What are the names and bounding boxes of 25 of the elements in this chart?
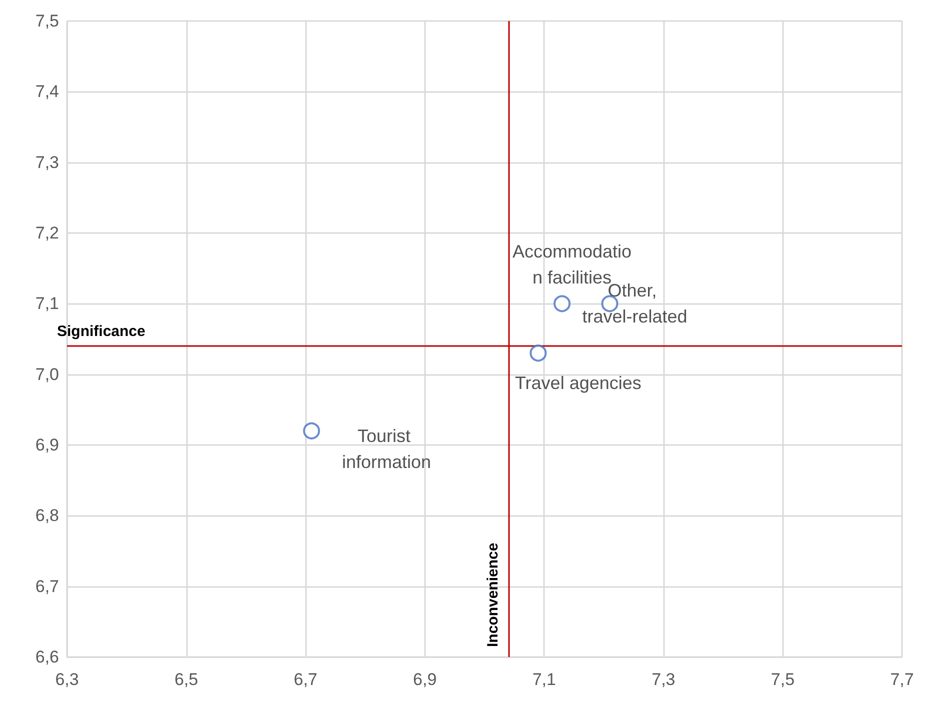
x-tick-label: 7,1 <box>532 670 556 689</box>
y-tick-label: 7,3 <box>35 152 59 172</box>
y-tick-label: 6,9 <box>35 436 59 454</box>
x-tick-label: 6,5 <box>174 670 198 689</box>
y-tick-label: 7,1 <box>35 294 59 314</box>
y-tick-label: 6,8 <box>35 506 59 526</box>
y-tick-label: 7,2 <box>35 224 59 242</box>
x-tick-label: 7,5 <box>770 670 795 689</box>
x-tick-label: 6,9 <box>413 670 437 689</box>
y-tick-label: 7,0 <box>35 364 59 384</box>
point <box>530 344 547 362</box>
ref-line-label: Significance <box>57 323 146 340</box>
y-tick-label: 7,4 <box>35 82 59 102</box>
annotation: Tourist information <box>342 426 432 472</box>
point <box>303 422 320 440</box>
ref-line-label: Inconvenience <box>484 542 502 647</box>
y-tick-label: 7,5 <box>35 12 59 30</box>
y-tick-label: 6,6 <box>35 648 59 666</box>
annotation: Travel agencies <box>514 373 642 394</box>
x-tick-label: 6,7 <box>294 670 318 689</box>
y-tick-label: 6,7 <box>35 576 59 596</box>
point <box>554 295 571 312</box>
x-tick-label: 7,7 <box>890 670 914 689</box>
x-tick-label: 6,3 <box>55 670 79 689</box>
x-tick-label: 7,3 <box>652 670 676 689</box>
